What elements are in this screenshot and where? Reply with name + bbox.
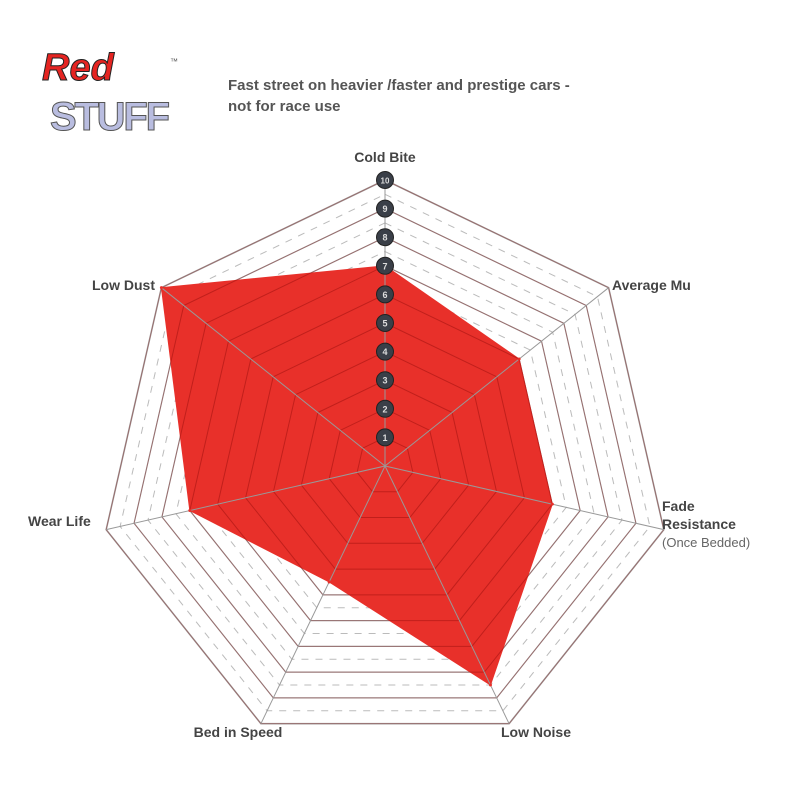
tick-badge: [376, 314, 394, 332]
chart-subtitle: Fast street on heavier /faster and prest…: [228, 75, 648, 117]
subtitle-line-1: Fast street on heavier /faster and prest…: [228, 77, 570, 94]
axis-label: Resistance: [662, 516, 736, 532]
axis-label: Low Dust: [92, 277, 155, 293]
axis-line: [260, 465, 386, 724]
tick-badge: [376, 399, 394, 418]
svg-text:™: ™: [170, 57, 178, 66]
tick-badge: [376, 171, 394, 189]
grid-ring-overlay: [161, 236, 609, 673]
subtitle-line-2: not for race use: [228, 98, 341, 115]
grid-ring-overlay: [300, 379, 470, 544]
axis-line: [161, 287, 386, 467]
tick-label: 8: [382, 233, 387, 243]
tick-badge: [376, 342, 394, 361]
tick-label: 6: [382, 290, 387, 300]
grid-ring-overlay: [189, 265, 581, 647]
tick-badge: [376, 285, 394, 304]
svg-text:STUFF: STUFF: [50, 95, 170, 135]
svg-text:Red: Red: [42, 47, 115, 89]
data-polygon: [160, 265, 553, 686]
redstuff-logo: Red STUFF ™: [42, 47, 178, 136]
axis-line: [384, 465, 510, 724]
tick-label: 2: [382, 404, 387, 414]
grid-ring-overlay: [105, 179, 665, 725]
tick-label: 10: [381, 177, 390, 186]
grid-ring-10: [105, 179, 665, 725]
axis-label: Average Mu: [612, 277, 691, 293]
grid-ring-overlay: [217, 293, 553, 622]
axis-label: Bed in Speed: [194, 724, 283, 740]
grid-ring-overlay: [328, 408, 442, 519]
tick-badge: [376, 428, 394, 447]
data-point: [159, 286, 163, 290]
tick-label: 9: [382, 204, 387, 214]
data-point: [188, 509, 192, 513]
axis-line: [106, 465, 386, 531]
tick-label: 1: [382, 433, 387, 443]
grid-ring-overlay: [272, 351, 498, 570]
grid-ring-overlay: [133, 208, 637, 699]
axis-line: [384, 287, 609, 467]
axis-label: Wear Life: [28, 513, 91, 529]
grid-ring-overlay: [245, 322, 525, 596]
axis-line: [384, 465, 664, 531]
tick-badge: [376, 256, 394, 275]
data-point: [488, 683, 492, 687]
tick-badge: [376, 371, 394, 390]
data-point: [550, 502, 554, 506]
axis-sublabel: (Once Bedded): [662, 535, 750, 550]
grid-ring-overlay: [356, 436, 414, 493]
tick-badge: [376, 228, 394, 247]
tick-label: 5: [382, 319, 387, 329]
data-point: [517, 357, 521, 361]
axis-label: Low Noise: [501, 724, 571, 740]
tick-label: 7: [382, 261, 387, 271]
tick-label: 4: [382, 347, 387, 357]
data-point: [327, 580, 331, 584]
grid-ring-dashed: [119, 193, 651, 712]
tick-badge: [376, 199, 394, 218]
tick-label: 3: [382, 376, 387, 386]
axis-label: Fade: [662, 498, 695, 514]
axis-label: Cold Bite: [354, 149, 416, 165]
